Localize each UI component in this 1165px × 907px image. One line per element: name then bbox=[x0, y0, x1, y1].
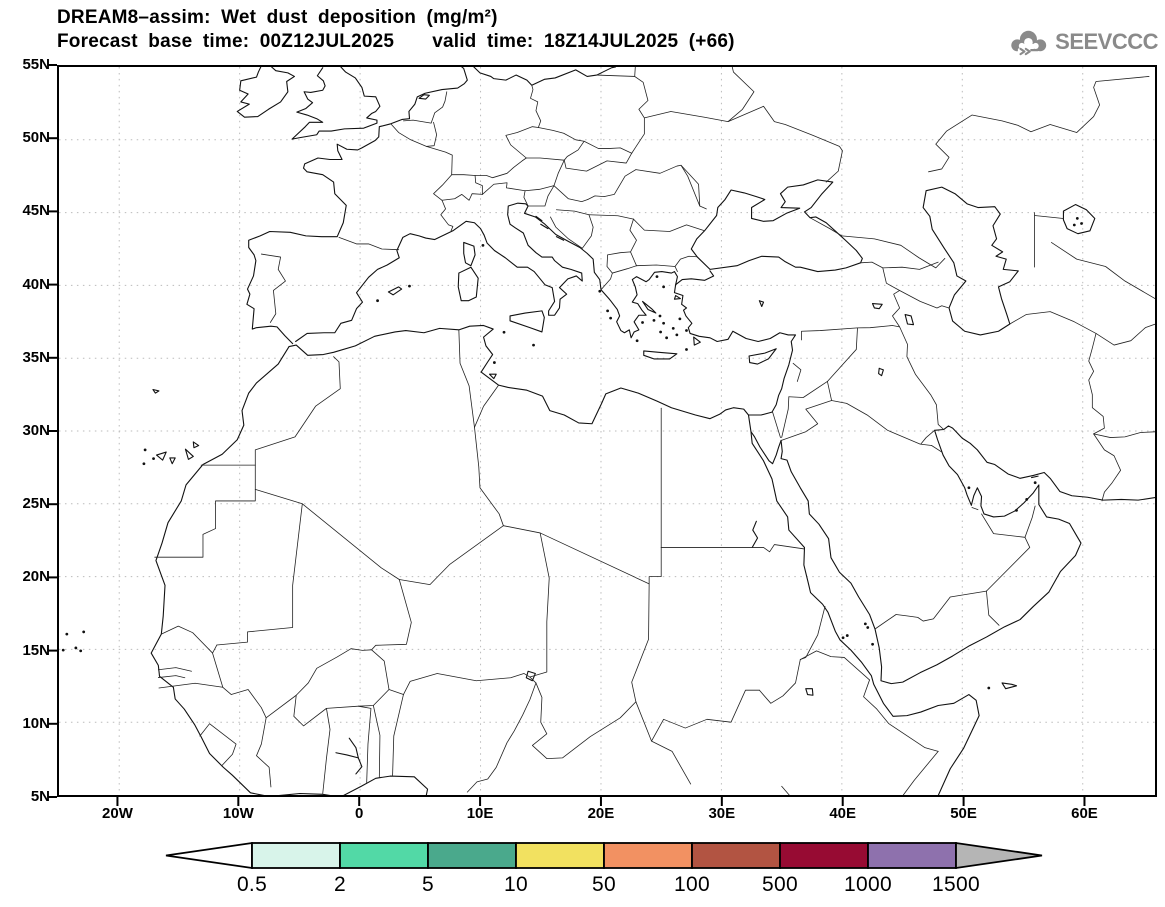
map-plot-area bbox=[57, 65, 1157, 797]
valid-time: valid time: 18Z14JUL2025 (+66) bbox=[432, 31, 735, 52]
lat-tick-label: 35N bbox=[22, 348, 50, 366]
colorbar-canvas bbox=[165, 841, 1043, 870]
lon-tick-label: 10W bbox=[222, 805, 254, 822]
colorbar-level-label: 0.5 bbox=[236, 873, 268, 896]
subtitle-row: Forecast base time: 00Z12JUL2025 valid ti… bbox=[57, 31, 735, 53]
lat-tick-label: 50N bbox=[22, 129, 50, 147]
lon-tick-label: 30E bbox=[708, 805, 736, 822]
lat-tick-label: 20N bbox=[22, 568, 50, 586]
lat-tick-label: 55N bbox=[22, 56, 50, 73]
lat-tick-label: 5N bbox=[30, 788, 50, 805]
lat-tick-label: 25N bbox=[22, 495, 50, 513]
lat-tick-label: 10N bbox=[22, 714, 50, 732]
colorbar: 0.5 2 5 10 50 100 500 1000 1500 bbox=[160, 841, 1045, 903]
lat-tick-label: 45N bbox=[22, 202, 50, 220]
colorbar-level-label: 50 bbox=[592, 873, 616, 896]
colorbar-level-label: 5 bbox=[422, 873, 434, 896]
lat-tick-label: 15N bbox=[22, 641, 50, 659]
forecast-base-time: Forecast base time: 00Z12JUL2025 bbox=[57, 31, 395, 52]
lon-tick-label: 60E bbox=[1071, 805, 1098, 822]
map-canvas bbox=[59, 67, 1155, 795]
lat-tick-label: 30N bbox=[22, 422, 50, 439]
seevccc-logo: SEEVCCC bbox=[1008, 22, 1158, 62]
colorbar-level-label: 1500 bbox=[932, 873, 980, 896]
lon-tick-label: 10E bbox=[466, 805, 494, 822]
lon-tick-label: 0 bbox=[355, 805, 364, 822]
colorbar-level-label: 500 bbox=[762, 873, 798, 896]
lon-tick-label: 50E bbox=[950, 805, 977, 822]
cloud-logo-icon bbox=[1011, 30, 1047, 56]
colorbar-level-label: 1000 bbox=[844, 873, 892, 896]
page-title: DREAM8–assim: Wet dust deposition (mg/m²… bbox=[57, 7, 498, 28]
lon-tick-label: 20W bbox=[102, 805, 133, 822]
logo-text: SEEVCCC bbox=[1055, 29, 1158, 54]
lon-tick-label: 20E bbox=[587, 805, 615, 822]
colorbar-level-label: 10 bbox=[504, 873, 528, 896]
colorbar-level-label: 100 bbox=[674, 873, 710, 896]
lat-tick-label: 40N bbox=[22, 275, 50, 293]
colorbar-level-label: 2 bbox=[334, 873, 346, 896]
lon-tick-label: 40E bbox=[829, 805, 857, 822]
